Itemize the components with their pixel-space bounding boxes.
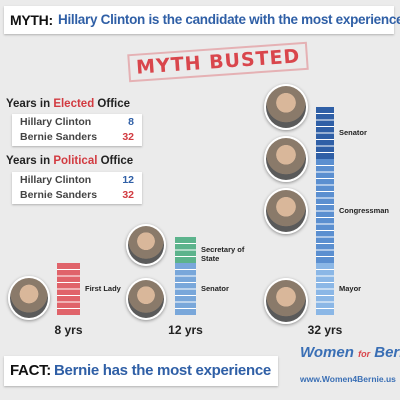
table-heading: Years in Political Office (6, 155, 133, 167)
photo (264, 84, 308, 130)
candidate: Hillary Clinton (20, 116, 92, 128)
photo (264, 278, 308, 324)
years: 8 (128, 116, 134, 128)
segment-label: Senator (201, 284, 229, 293)
logo-url: www.Women4Bernie.us (300, 374, 396, 384)
myth-banner: MYTH: Hillary Clinton is the candidate w… (4, 6, 400, 34)
total-label: 12 yrs (168, 323, 203, 337)
fact-banner: FACT: Bernie has the most experience (4, 356, 278, 386)
years: 32 (122, 189, 134, 201)
table-heading: Years in Elected Office (6, 98, 130, 110)
table (12, 172, 142, 204)
photo (126, 278, 166, 320)
table (12, 114, 142, 146)
table-row: Hillary Clinton 8 (12, 116, 142, 129)
photo (264, 136, 308, 182)
logo-word: for (358, 349, 371, 359)
heading-highlight: Elected (53, 98, 95, 110)
years: 12 (122, 174, 134, 186)
segment-label: Senator (339, 128, 367, 137)
heading-part: Office (94, 98, 131, 110)
photo (126, 224, 166, 266)
years: 32 (122, 131, 134, 143)
logo-word: Bernie (374, 344, 400, 361)
candidate: Hillary Clinton (20, 174, 92, 186)
logo: Women for Bernie (300, 344, 400, 361)
photo (8, 276, 50, 320)
total-label: 8 yrs (54, 323, 83, 337)
segment-label: Secretary of State (201, 245, 245, 263)
segment-label: First Lady (85, 284, 121, 293)
candidate: Bernie Sanders (20, 131, 98, 143)
fact-text: Bernie has the most experience (54, 362, 271, 379)
heading-highlight: Political (53, 155, 98, 167)
heading-part: Years in (6, 98, 54, 110)
logo-word: Women (300, 344, 354, 361)
table-row: Bernie Sanders 32 (12, 189, 142, 202)
myth-label: MYTH: (10, 12, 53, 28)
table-row: Bernie Sanders 32 (12, 131, 142, 144)
myth-text: Hillary Clinton is the candidate with th… (58, 12, 400, 27)
total-label: 32 yrs (307, 323, 343, 337)
heading-part: Years in (6, 155, 54, 167)
segment-label: Mayor (339, 284, 362, 293)
segment-label: Congressman (339, 206, 390, 215)
candidate: Bernie Sanders (20, 189, 98, 201)
photo (264, 188, 308, 234)
table-row: Hillary Clinton 12 (12, 174, 142, 187)
heading-part: Office (97, 155, 134, 167)
fact-label: FACT: (10, 362, 51, 379)
